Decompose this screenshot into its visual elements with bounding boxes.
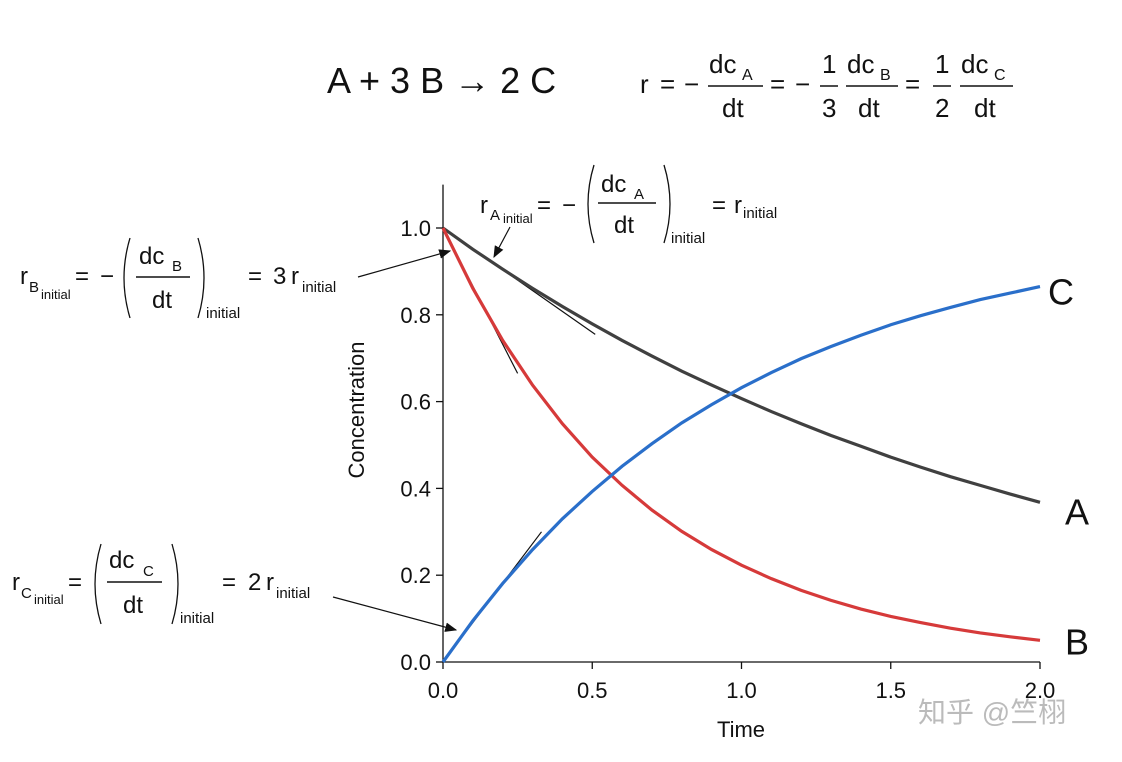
arrow (357, 249, 452, 278)
eq-sub: initial (206, 305, 240, 322)
x-tick-label: 1.0 (726, 678, 757, 703)
eq-text: = (660, 69, 675, 99)
equations: A + 3 B → 2 C r = − dc A dt = − 1 3 dc B… (12, 49, 1013, 627)
eq-text: = (537, 192, 551, 219)
eq-sub: C (143, 563, 154, 580)
x-tick-label: 0.5 (577, 678, 608, 703)
eq-sub: A (634, 186, 644, 203)
series-label: C (1048, 272, 1074, 313)
eq-text: 3 (273, 263, 286, 290)
eq-text: 1 (935, 49, 949, 79)
eq-sub: initial (41, 287, 71, 302)
watermark: 知乎 @竺栩 (918, 697, 1066, 728)
eq-text: dt (614, 212, 634, 239)
eq-text: dc (709, 49, 736, 79)
eq-text: = (770, 69, 785, 99)
x-tick-label: 0.0 (428, 678, 459, 703)
eq-text: dc (139, 243, 164, 270)
eq-text: = (712, 192, 726, 219)
eq-text: r (20, 263, 28, 290)
eq-text: = (75, 263, 89, 290)
y-tick-label: 0.2 (400, 563, 431, 588)
y-tick-label: 0.4 (400, 476, 431, 501)
series-line (441, 227, 1041, 642)
eq-text: 2 (935, 93, 949, 123)
eq-text: r (480, 192, 488, 219)
eq-text: r (640, 69, 649, 99)
arrow (493, 226, 511, 259)
eq-text: 1 (822, 49, 836, 79)
eq-text: r (734, 192, 742, 219)
eq-sub: C (21, 585, 32, 602)
eq-sub: B (880, 67, 891, 84)
reaction: A + 3 B → 2 C (327, 60, 556, 101)
eq-text: 2 (248, 569, 261, 596)
paren (663, 164, 671, 244)
series-line (442, 226, 1041, 504)
eq-text: dc (847, 49, 874, 79)
eq-sub: A (742, 67, 753, 84)
x-tick-label: 1.5 (875, 678, 906, 703)
paren (197, 237, 205, 319)
eq-sub: A (490, 207, 500, 224)
eq-text: dt (722, 93, 744, 123)
eq-text: dt (974, 93, 996, 123)
eq-text: − (562, 192, 576, 219)
eq-text: = (248, 263, 262, 290)
paren (123, 237, 131, 319)
eq-text: 3 (822, 93, 836, 123)
eq-text: − (684, 69, 699, 99)
paren (587, 164, 595, 244)
y-axis-title: Concentration (344, 342, 369, 479)
eq-text: dt (858, 93, 880, 123)
eq-sub: initial (743, 205, 777, 222)
eq-text: r (291, 263, 299, 290)
eq-text: r (266, 569, 274, 596)
y-tick-label: 1.0 (400, 216, 431, 241)
arrow (332, 596, 458, 632)
paren (171, 543, 179, 625)
y-tick-label: 0.0 (400, 650, 431, 675)
eq-text: dt (123, 592, 143, 619)
eq-text: = (222, 569, 236, 596)
eq-sub: initial (503, 211, 533, 226)
eq-sub: initial (180, 610, 214, 627)
series-label: A (1065, 491, 1089, 532)
eq-sub: initial (34, 592, 64, 607)
eq-text: − (100, 263, 114, 290)
eq-text: = (68, 569, 82, 596)
eq-text: = (905, 69, 920, 99)
eq-text: dc (961, 49, 988, 79)
eq-text: r (12, 569, 20, 596)
eq-text: dc (601, 171, 626, 198)
y-tick-label: 0.8 (400, 303, 431, 328)
eq-text: dc (109, 547, 134, 574)
eq-sub: C (994, 67, 1006, 84)
x-tick-label: 2.0 (1025, 678, 1056, 703)
series-label: B (1065, 621, 1089, 662)
eq-sub: initial (276, 585, 310, 602)
paren (94, 543, 102, 625)
eq-sub: initial (302, 279, 336, 296)
eq-sub: B (29, 279, 39, 296)
eq-sub: B (172, 258, 182, 275)
eq-sub: initial (671, 230, 705, 247)
arrows (332, 226, 511, 632)
eq-text: dt (152, 287, 172, 314)
y-tick-label: 0.6 (400, 390, 431, 415)
series-line (441, 285, 1041, 663)
x-axis-title: Time (717, 717, 765, 742)
eq-text: − (795, 69, 810, 99)
